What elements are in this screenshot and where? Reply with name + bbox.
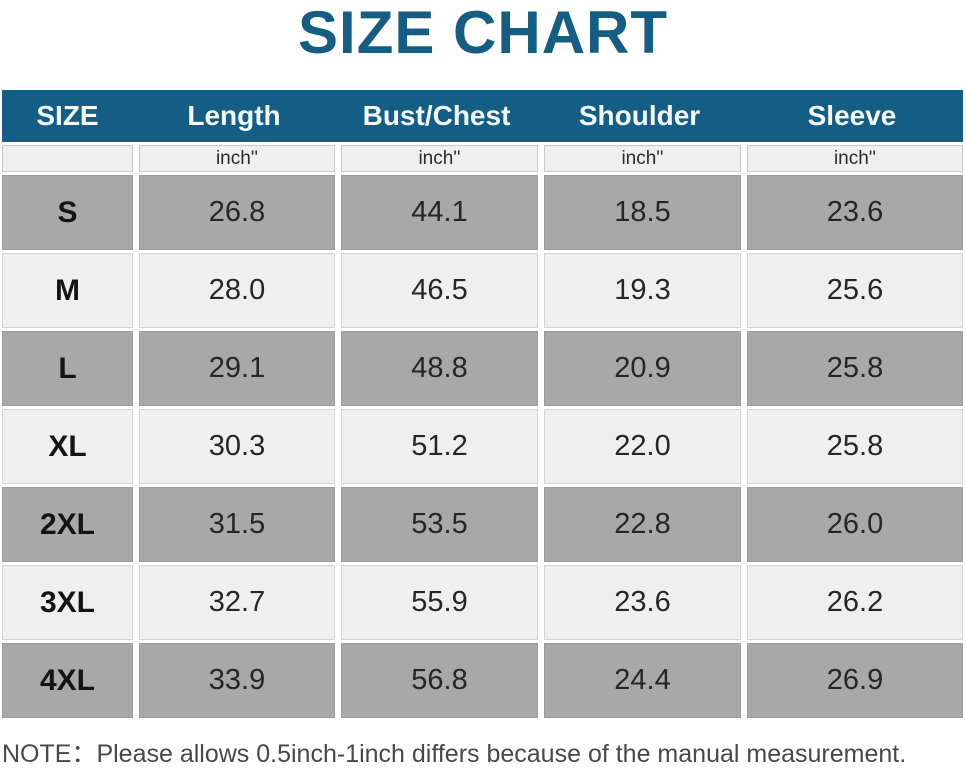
cell-4xl-bust: 56.8 bbox=[341, 643, 538, 718]
cell-3xl-length: 32.7 bbox=[139, 565, 335, 640]
cell-l-sleeve: 25.8 bbox=[747, 331, 963, 406]
unit-cell-size bbox=[2, 145, 133, 172]
row-label-s: S bbox=[2, 175, 133, 250]
cell-3xl-sleeve: 26.2 bbox=[747, 565, 963, 640]
cell-m-shoulder: 19.3 bbox=[544, 253, 741, 328]
column-header-sleeve: Sleeve bbox=[807, 100, 897, 131]
cell-m-bust: 46.5 bbox=[341, 253, 538, 328]
unit-cell-shoulder: inch'' bbox=[544, 145, 741, 172]
unit-cell-sleeve: inch'' bbox=[747, 145, 963, 172]
cell-s-bust: 44.1 bbox=[341, 175, 538, 250]
table-header-row: SIZE Length Bust/Chest Shoulder Sleeve bbox=[2, 90, 963, 142]
column-header-bust: Bust/Chest bbox=[362, 100, 511, 131]
row-label-4xl: 4XL bbox=[2, 643, 133, 718]
row-label-2xl: 2XL bbox=[2, 487, 133, 562]
table-body: inch'' inch'' inch'' inch'' S 26.8 44.1 … bbox=[2, 145, 963, 718]
cell-xl-length: 30.3 bbox=[139, 409, 335, 484]
cell-l-shoulder: 20.9 bbox=[544, 331, 741, 406]
cell-4xl-sleeve: 26.9 bbox=[747, 643, 963, 718]
cell-3xl-bust: 55.9 bbox=[341, 565, 538, 640]
column-header-size: SIZE bbox=[36, 100, 99, 131]
cell-s-sleeve: 23.6 bbox=[747, 175, 963, 250]
cell-2xl-length: 31.5 bbox=[139, 487, 335, 562]
cell-xl-bust: 51.2 bbox=[341, 409, 538, 484]
cell-4xl-length: 33.9 bbox=[139, 643, 335, 718]
unit-cell-length: inch'' bbox=[139, 145, 335, 172]
cell-2xl-shoulder: 22.8 bbox=[544, 487, 741, 562]
cell-s-length: 26.8 bbox=[139, 175, 335, 250]
row-label-l: L bbox=[2, 331, 133, 406]
cell-m-sleeve: 25.6 bbox=[747, 253, 963, 328]
cell-l-bust: 48.8 bbox=[341, 331, 538, 406]
size-chart-table: SIZE Length Bust/Chest Shoulder Sleeve i… bbox=[2, 90, 963, 718]
cell-3xl-shoulder: 23.6 bbox=[544, 565, 741, 640]
cell-s-shoulder: 18.5 bbox=[544, 175, 741, 250]
measurement-note: NOTE：Please allows 0.5inch-1inch differs… bbox=[2, 740, 907, 768]
unit-cell-bust: inch'' bbox=[341, 145, 538, 172]
column-header-length: Length bbox=[187, 100, 281, 131]
cell-l-length: 29.1 bbox=[139, 331, 335, 406]
cell-2xl-sleeve: 26.0 bbox=[747, 487, 963, 562]
page-title: SIZE CHART bbox=[298, 0, 668, 66]
column-header-shoulder: Shoulder bbox=[578, 100, 701, 131]
cell-m-length: 28.0 bbox=[139, 253, 335, 328]
cell-xl-shoulder: 22.0 bbox=[544, 409, 741, 484]
row-label-3xl: 3XL bbox=[2, 565, 133, 640]
cell-4xl-shoulder: 24.4 bbox=[544, 643, 741, 718]
cell-2xl-bust: 53.5 bbox=[341, 487, 538, 562]
row-label-m: M bbox=[2, 253, 133, 328]
row-label-xl: XL bbox=[2, 409, 133, 484]
cell-xl-sleeve: 25.8 bbox=[747, 409, 963, 484]
